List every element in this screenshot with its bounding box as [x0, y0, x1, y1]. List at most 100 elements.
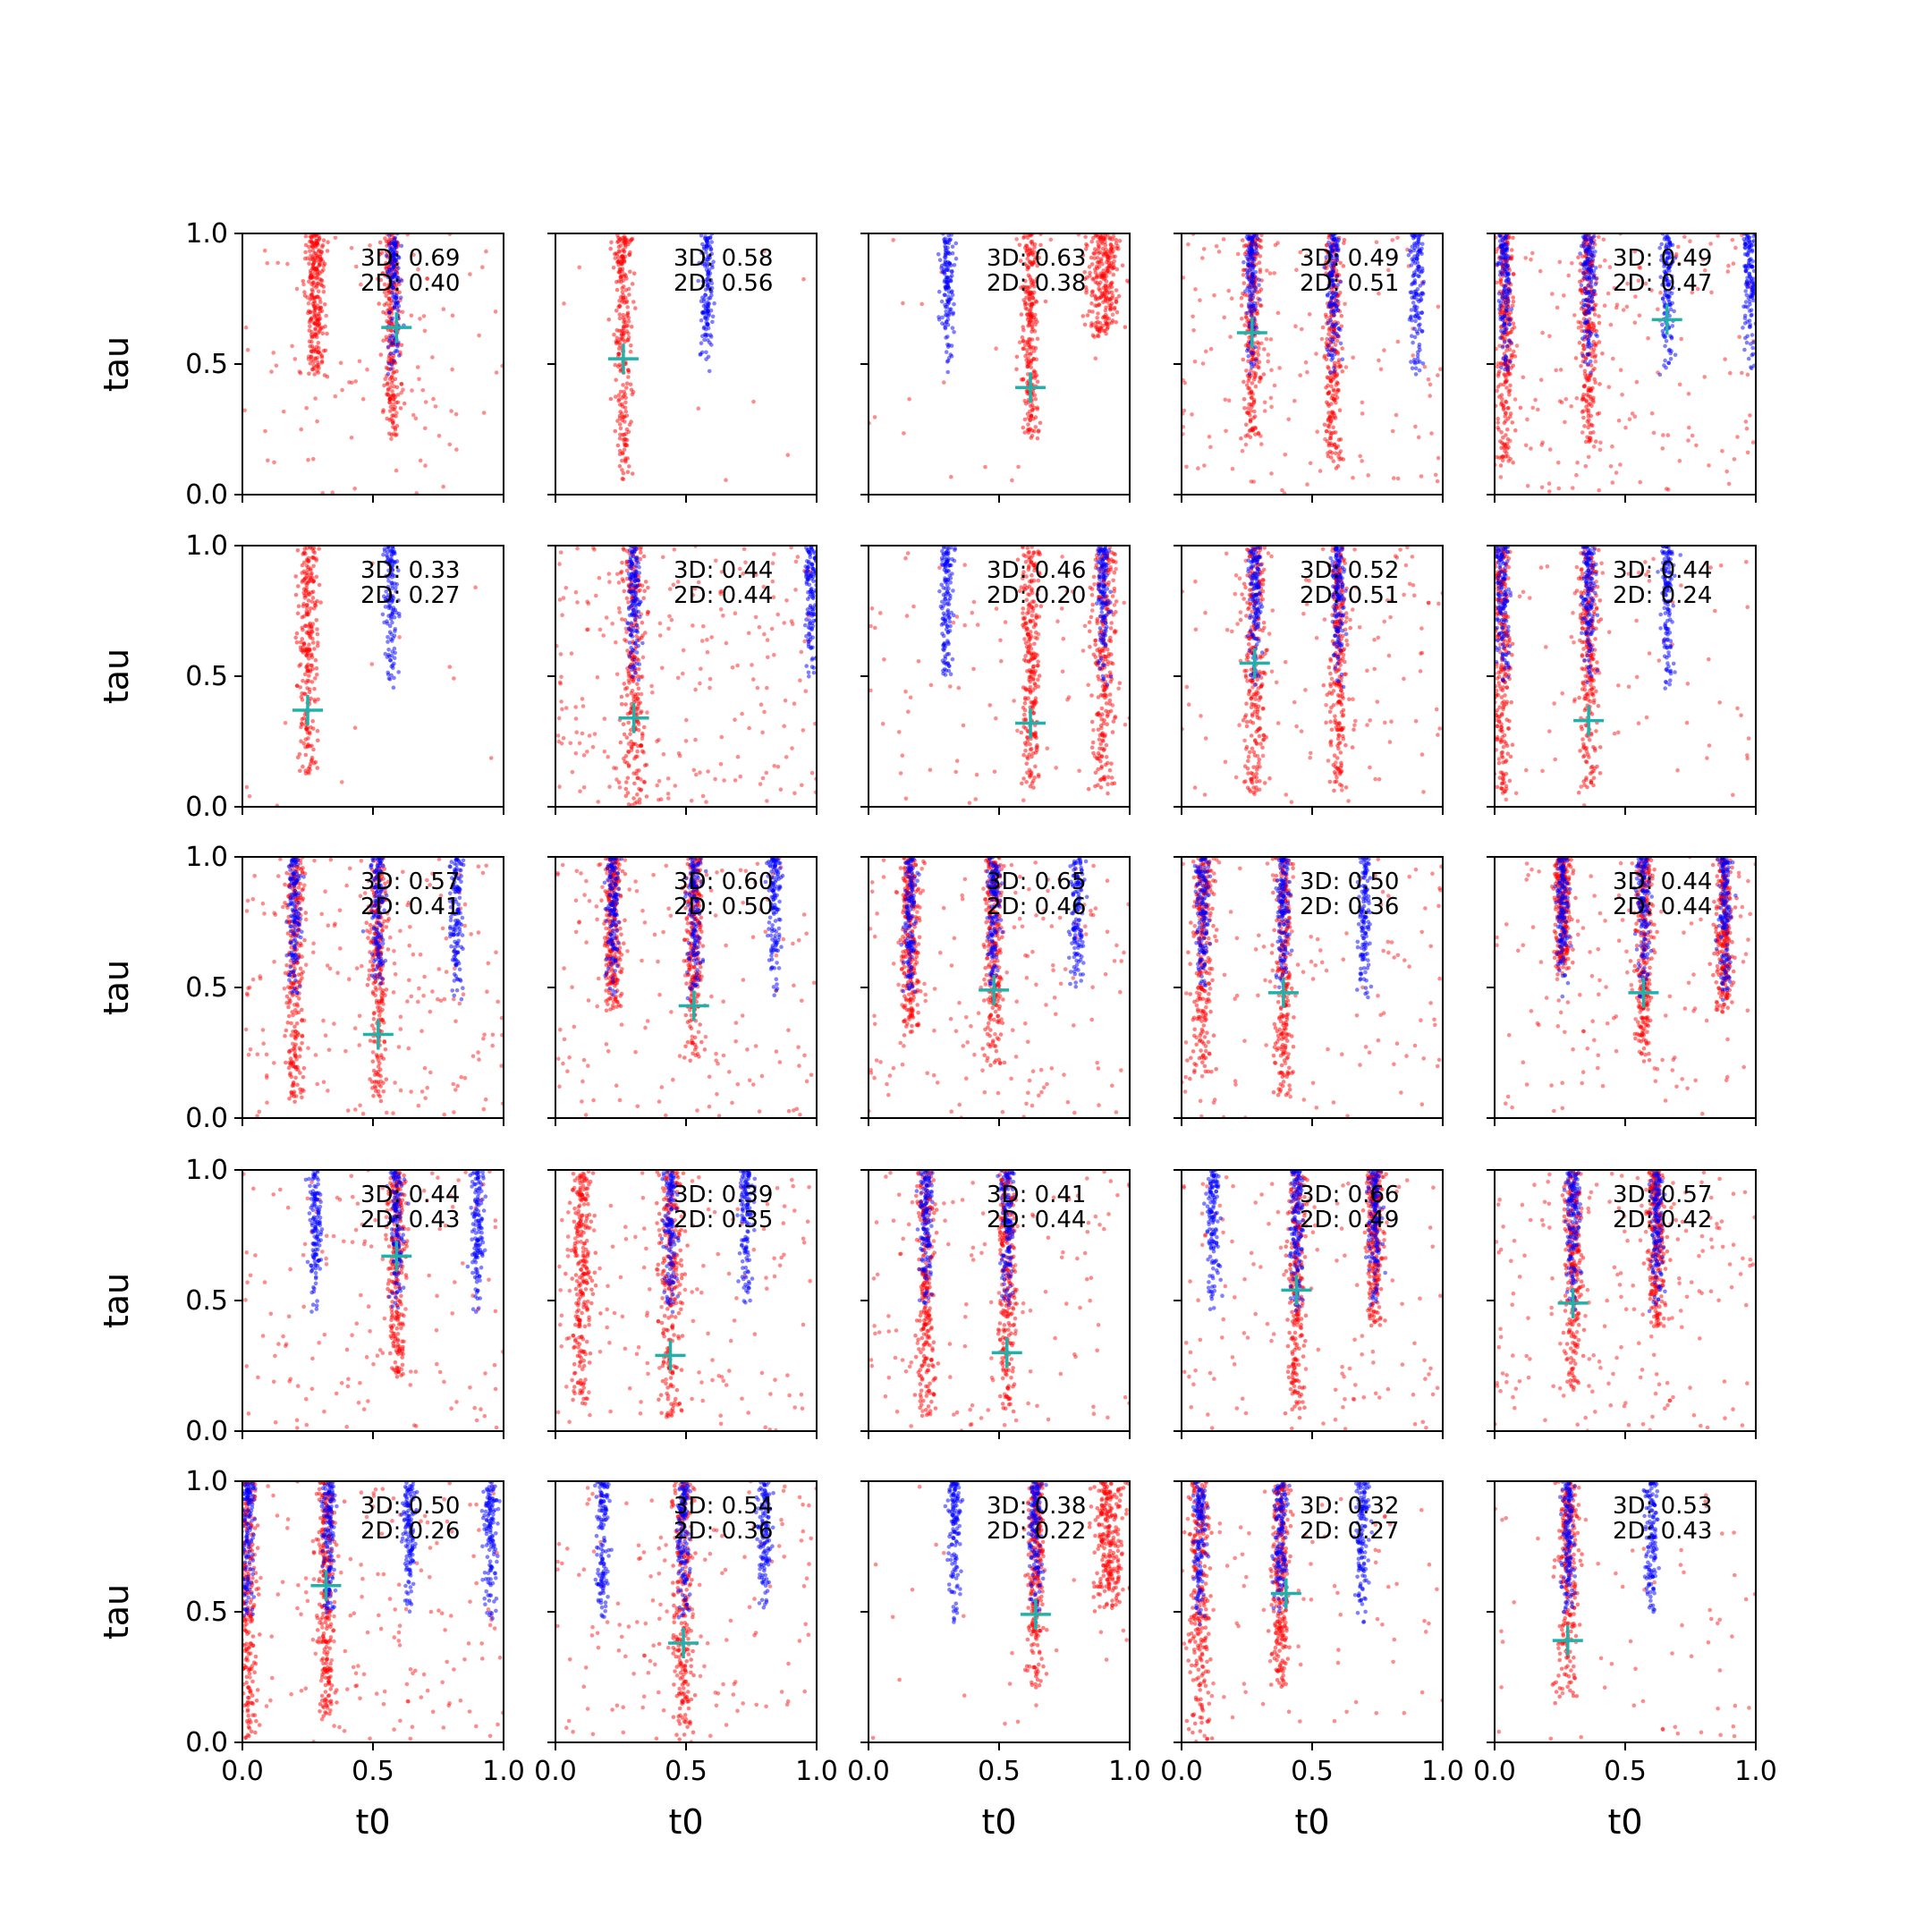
data-point: [393, 650, 398, 656]
data-point: [1395, 235, 1400, 241]
data-point: [1247, 236, 1252, 241]
data-point: [349, 246, 354, 250]
data-point: [704, 800, 708, 804]
data-point: [386, 366, 390, 371]
data-point: [1095, 324, 1099, 329]
data-point: [700, 793, 706, 799]
data-point: [1587, 341, 1591, 345]
data-point: [1330, 393, 1335, 398]
data-point: [313, 600, 318, 606]
data-point: [391, 425, 395, 429]
data-point: [1586, 425, 1590, 430]
data-point: [1507, 322, 1513, 327]
data-point: [1026, 428, 1030, 433]
data-point: [557, 680, 563, 685]
data-point: [949, 353, 954, 359]
data-point: [617, 422, 623, 427]
data-point: [1665, 257, 1669, 261]
data-point: [950, 326, 955, 331]
data-point: [939, 299, 945, 304]
data-point: [266, 458, 270, 463]
y-axis-label: tau: [97, 648, 136, 704]
data-point: [392, 661, 396, 666]
data-point: [1087, 265, 1092, 269]
data-point: [1610, 444, 1614, 449]
data-point: [1246, 406, 1250, 411]
data-point: [281, 409, 286, 414]
data-point: [1035, 407, 1040, 411]
data-point: [1326, 418, 1331, 423]
data-point: [627, 252, 631, 258]
data-point: [616, 255, 621, 260]
data-point: [1033, 397, 1038, 402]
data-point: [1280, 487, 1284, 493]
data-point: [699, 250, 704, 256]
data-point: [1413, 424, 1418, 429]
data-point: [1751, 298, 1756, 303]
data-point: [1120, 263, 1125, 268]
data-point: [293, 635, 299, 640]
data-point: [1686, 438, 1690, 443]
data-point: [1117, 239, 1123, 243]
data-point: [1725, 269, 1731, 274]
data-point: [666, 796, 671, 801]
data-point: [1246, 251, 1251, 257]
data-point: [388, 559, 394, 564]
data-point: [943, 292, 947, 298]
data-point: [609, 240, 614, 245]
data-point: [1340, 346, 1344, 351]
data-point: [1547, 489, 1552, 494]
data-point: [309, 253, 313, 258]
data-point: [1328, 264, 1334, 268]
data-point: [1247, 290, 1252, 294]
data-point: [305, 573, 309, 578]
data-point: [1530, 250, 1535, 256]
data-point: [1660, 328, 1665, 334]
data-point: [309, 758, 315, 762]
data-point: [625, 305, 630, 309]
data-point: [1747, 325, 1752, 329]
data-point: [613, 256, 618, 260]
data-point: [942, 380, 946, 385]
data-point: [301, 282, 306, 287]
data-point: [1089, 293, 1094, 298]
data-point: [416, 267, 420, 272]
data-point: [1131, 285, 1135, 290]
data-point: [1330, 348, 1335, 352]
data-point: [1744, 340, 1750, 345]
y-tick-label: 0.5: [185, 661, 228, 692]
data-point: [316, 697, 321, 702]
data-point: [1501, 255, 1506, 260]
data-point: [1410, 366, 1415, 371]
data-point: [1259, 442, 1264, 446]
data-point: [353, 379, 359, 384]
data-point: [311, 295, 317, 300]
data-point: [1612, 285, 1617, 291]
data-point: [1409, 314, 1413, 319]
data-point: [1338, 341, 1343, 346]
data-point: [1339, 313, 1344, 318]
data-point: [340, 387, 344, 393]
data-point: [1512, 349, 1516, 354]
data-point: [1591, 289, 1597, 294]
data-point: [1107, 308, 1113, 312]
data-point: [1257, 260, 1262, 266]
data-point: [1410, 282, 1414, 287]
data-point: [1258, 303, 1264, 308]
data-point: [710, 319, 715, 325]
data-point: [1614, 470, 1619, 475]
data-point: [944, 275, 949, 280]
data-point: [946, 290, 952, 294]
data-point: [386, 275, 391, 280]
data-point: [1577, 341, 1582, 345]
data-point: [1082, 270, 1087, 275]
data-point: [1109, 320, 1114, 326]
data-point: [1733, 245, 1738, 250]
data-point: [1751, 281, 1756, 285]
data-point: [308, 767, 312, 772]
data-point: [1589, 300, 1593, 304]
data-point: [948, 278, 953, 284]
data-point: [397, 635, 402, 640]
data-point: [1258, 244, 1262, 249]
data-point: [333, 394, 338, 399]
